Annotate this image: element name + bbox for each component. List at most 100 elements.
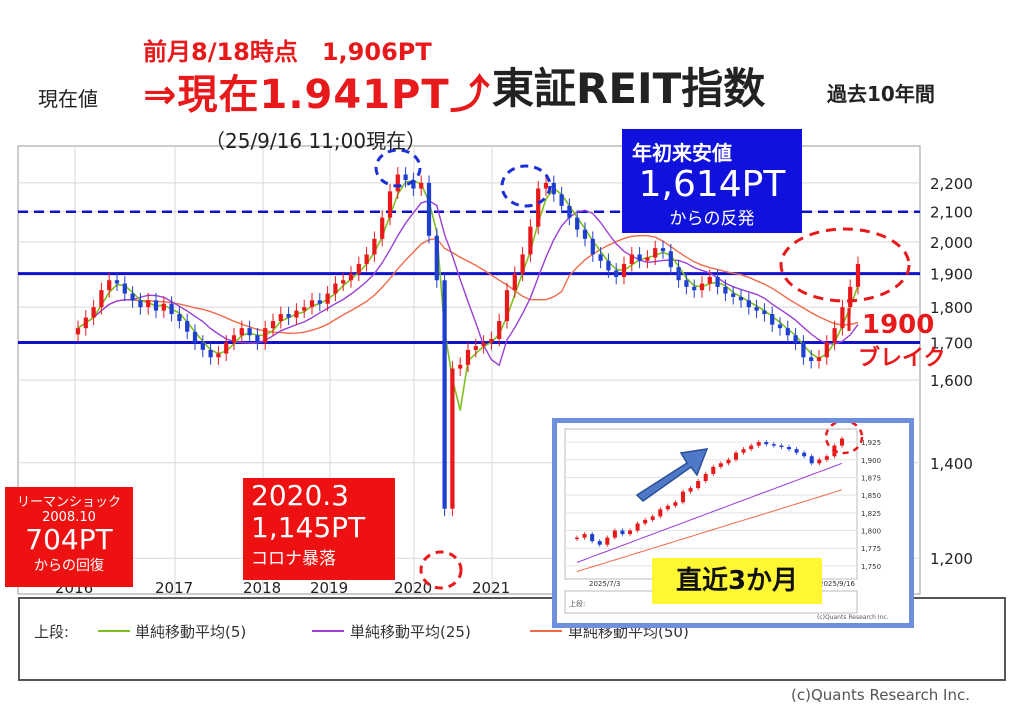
candle-body (816, 357, 822, 362)
inset-candle-body (756, 442, 761, 446)
candle-body (395, 174, 400, 192)
lehman-box: リーマンショック 2008.10 704PT からの回復 (5, 487, 133, 587)
candle-body (770, 314, 775, 325)
candle-body (177, 314, 182, 322)
candle-body (75, 328, 81, 335)
candle-body (676, 267, 681, 281)
candle-body (520, 254, 525, 274)
covid-line-1: 2020.3 (251, 479, 349, 512)
x-tick-label: 2017 (155, 579, 193, 597)
inset-candle-body (824, 456, 829, 460)
candle-body (458, 364, 463, 369)
inset-candle-body (590, 534, 595, 542)
inset-x-tick-label: 2025/9/16 (819, 580, 855, 588)
y-tick-label: 1,600 (930, 372, 973, 390)
inset-candle-body (771, 444, 776, 446)
candle-body (239, 328, 244, 336)
candle-body (606, 260, 611, 271)
candle-body (325, 293, 330, 304)
peak-2019-circle (374, 148, 422, 188)
candle-body (465, 349, 471, 365)
candle-body (426, 182, 432, 236)
inset-candle-body (665, 505, 670, 510)
inset-candle-body (688, 488, 693, 492)
inset-y-tick-label: 1,775 (861, 545, 881, 553)
y-tick-label: 1,200 (930, 550, 973, 568)
candle-body (333, 283, 338, 294)
candle-body (809, 357, 814, 362)
candle-body (192, 331, 198, 343)
candle-body (715, 276, 720, 287)
candle-body (348, 273, 354, 281)
inset-candle-body (605, 537, 610, 545)
ytd-low-box: 年初来安値 1,614PT からの反発 (622, 129, 802, 233)
y-tick-labels: 1,200 1,400 1,600 1,700 1,800 1,900 2,000 2,100… (930, 175, 973, 568)
legend-ma25: 単純移動平均(25) (350, 623, 471, 641)
candle-body (653, 248, 658, 258)
page-title: 東証REIT指数 (492, 64, 766, 113)
candle-body (567, 205, 572, 218)
candle-body (590, 238, 595, 255)
peak-2021-circle (500, 164, 552, 208)
inset-y-tick-label: 1,850 (861, 492, 881, 500)
ma50-path (77, 234, 859, 335)
candle-body (107, 280, 112, 291)
candle-body (614, 270, 619, 277)
inset-y-tick-label: 1,875 (861, 474, 881, 482)
candle-body (278, 314, 283, 322)
legend-ma25-swatch (312, 630, 344, 632)
inset-candle-body (779, 445, 784, 448)
inset-candle-body (627, 530, 633, 535)
candle-body (309, 300, 315, 308)
candle-body (122, 283, 127, 294)
candle-body (855, 263, 861, 287)
candle-body (403, 174, 408, 181)
inset-y-tick-label: 1,750 (861, 563, 881, 571)
inset-candle-body (802, 452, 807, 457)
candle-body (247, 328, 252, 336)
lehman-line-2: 2008.10 (42, 510, 96, 525)
candle-body (286, 314, 291, 318)
candle-body (208, 349, 213, 358)
candle-body (317, 300, 322, 304)
candle-body (169, 303, 174, 315)
inset-x-tick-label: 2025/7/3 (589, 580, 620, 588)
inset-candle-body (658, 509, 663, 517)
inset-copyright: (c)Quants Research Inc. (817, 614, 889, 621)
ma25-path (77, 199, 859, 367)
candle-body (442, 280, 447, 509)
candle-body (575, 217, 580, 230)
inset-ma25-line (576, 462, 843, 563)
candle-body (699, 283, 705, 291)
inset-candle-body (817, 459, 822, 464)
inset-candle-body (597, 541, 602, 545)
candle-body (832, 328, 837, 343)
inset-candle-body (582, 534, 587, 538)
candle-body (536, 188, 541, 227)
y-tick-label: 1,700 (930, 335, 973, 353)
candle-body (380, 217, 385, 239)
y-tick-label: 2,200 (930, 175, 973, 193)
page-subtitle: 過去10年間 (827, 82, 935, 106)
covid-box: 2020.3 1,145PT コロナ暴落 (243, 478, 395, 580)
lehman-line-4: からの回復 (34, 558, 104, 574)
candle-body (504, 290, 510, 322)
inset-candle-body (733, 452, 739, 460)
candle-body (645, 257, 650, 261)
inset-y-tick-label: 1,825 (861, 510, 881, 518)
candle-body (153, 300, 159, 311)
copyright: (c)Quants Research Inc. (791, 686, 970, 704)
candle-body (270, 321, 276, 329)
candle-body (224, 342, 229, 354)
candle-body (621, 263, 627, 277)
y-tick-label: 2,000 (930, 234, 973, 252)
candle-body (255, 335, 260, 343)
inset-candle-body (680, 491, 686, 503)
inset-candle-body (643, 519, 648, 524)
inset-candle-body (741, 449, 746, 453)
inset-y-tick-label: 1,925 (861, 439, 881, 447)
candle-body (114, 280, 120, 284)
candle-body (840, 307, 845, 329)
inset-ma50-path (576, 489, 843, 573)
y-tick-label: 1,800 (930, 299, 973, 317)
